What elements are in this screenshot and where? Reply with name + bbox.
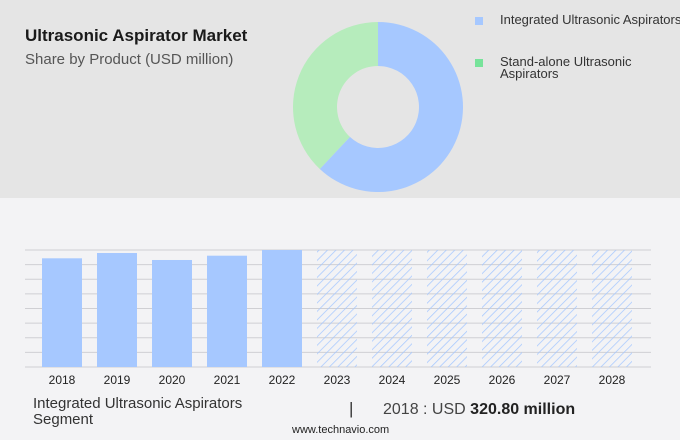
legend-label: Stand-alone Ultrasonic Aspirators: [500, 54, 632, 81]
source-link[interactable]: www.technavio.com: [292, 424, 390, 436]
bar-2019: [97, 253, 137, 367]
value-prefix: 2018 : USD: [383, 401, 466, 418]
chart-title: Ultrasonic Aspirator Market: [25, 26, 248, 45]
forecast-bar-2025: [427, 250, 467, 367]
forecast-bar-2026: [482, 250, 522, 367]
value-amount: 320.80 million: [470, 401, 576, 418]
x-tick-label: 2022: [269, 373, 296, 387]
x-tick-label: 2027: [544, 373, 571, 387]
forecast-bar-2023: [317, 250, 357, 367]
legend-swatch-standalone: [475, 59, 483, 67]
donut-slice-0: [319, 22, 464, 192]
x-tick-label: 2019: [104, 373, 131, 387]
forecast-bar-2024: [372, 250, 412, 367]
segment-label: Integrated Ultrasonic Aspirators Segment: [33, 395, 243, 428]
separator: |: [349, 399, 354, 418]
x-tick-label: 2025: [434, 373, 461, 387]
x-tick-label: 2023: [324, 373, 351, 387]
donut-slice-1: [293, 22, 378, 169]
legend-label: Integrated Ultrasonic Aspirators: [500, 12, 680, 27]
x-tick-label: 2021: [214, 373, 241, 387]
bar-2020: [152, 259, 192, 367]
x-tick-label: 2018: [49, 373, 76, 387]
donut-chart: [293, 22, 464, 192]
segment-value: 2018 : USD 320.80 million: [383, 401, 575, 419]
bar-2018: [42, 258, 82, 367]
x-tick-label: 2026: [489, 373, 516, 387]
forecast-bar-2028: [592, 250, 632, 367]
bar-2022: [262, 250, 302, 367]
bar-chart: 2018 2019 2020 2021 2022 2023 2024 2025 2026 2027…: [25, 249, 651, 387]
x-tick-label: 2028: [599, 373, 626, 387]
legend-swatch-integrated: [475, 17, 483, 25]
x-tick-label: 2024: [379, 373, 406, 387]
chart-subtitle: Share by Product (USD million): [25, 51, 234, 68]
bar-2021: [207, 255, 247, 367]
forecast-bar-2027: [537, 250, 577, 367]
x-tick-label: 2020: [159, 373, 186, 387]
